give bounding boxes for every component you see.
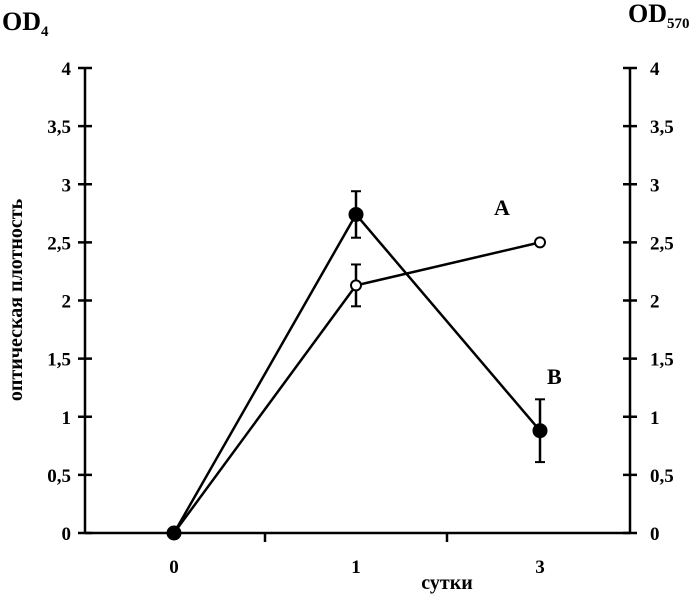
- y-tick-label-right: 2: [650, 292, 660, 313]
- point-a: [534, 236, 546, 249]
- point-b: [348, 206, 364, 222]
- y-tick-label-left: 1: [62, 408, 72, 429]
- x-axis-label: сутки: [421, 572, 472, 594]
- series-lines: [172, 212, 541, 534]
- x-tick-label: 0: [169, 557, 179, 578]
- x-tick-label: 1: [351, 557, 361, 578]
- data-markers: [166, 206, 548, 541]
- y-tick-label-left: 3,5: [47, 117, 71, 138]
- tick-marks: [78, 66, 637, 542]
- y-tick-label-left: 1,5: [47, 350, 71, 371]
- y-tick-label-right: 4: [650, 59, 660, 80]
- point-a: [350, 279, 362, 292]
- series-label-b: B: [547, 364, 562, 389]
- point-b: [532, 423, 548, 439]
- y-tick-label-right: 3,5: [650, 117, 674, 138]
- y-tick-label-left: 2: [62, 292, 72, 313]
- right-axis-title: OD570: [628, 0, 690, 32]
- series-line-b: [172, 212, 541, 534]
- y-tick-label-right: 0: [650, 524, 660, 545]
- y-tick-label-left: 4: [62, 59, 72, 80]
- y-tick-label-right: 1: [650, 408, 660, 429]
- y-tick-label-left: 3: [62, 175, 72, 196]
- error-bars: [351, 190, 545, 464]
- point-b: [166, 525, 182, 541]
- series-label-a: A: [494, 195, 510, 220]
- y-tick-label-right: 3: [650, 175, 660, 196]
- y-tick-label-right: 2,5: [650, 233, 674, 254]
- left-axis-title: OD4: [2, 7, 49, 40]
- x-tick-label: 3: [535, 557, 545, 578]
- y-axis-label: оптическая плотность: [5, 198, 27, 401]
- y-tick-label-right: 0,5: [650, 466, 674, 487]
- y-tick-label-left: 2,5: [47, 233, 71, 254]
- y-tick-label-right: 1,5: [650, 350, 674, 371]
- tick-labels: 0 0 0,5 0,5 1 1 1,5 1,5 2 2 2,5 2,5 3 3 3,5 3,5 4 4 0 1 3: [47, 59, 674, 578]
- y-tick-label-left: 0,5: [47, 466, 71, 487]
- y-tick-label-left: 0: [62, 524, 72, 545]
